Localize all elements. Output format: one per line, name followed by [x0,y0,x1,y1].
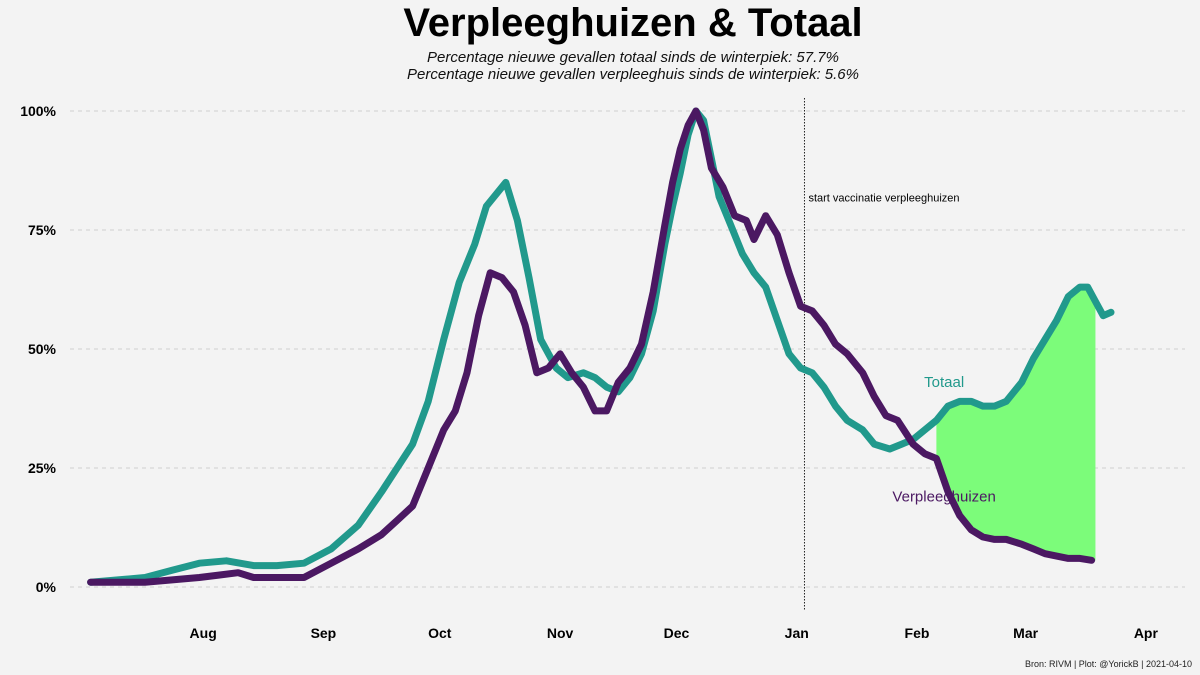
y-tick-label: 0% [36,579,57,595]
chart-subtitle-1: Percentage nieuwe gevallen totaal sinds … [427,49,839,66]
x-axis-ticks: Aug Sep Oct Nov Dec Jan Feb Mar Apr [190,625,1159,641]
chart-subtitle-2: Percentage nieuwe gevallen verpleeghuis … [407,66,859,83]
x-tick-label: Sep [311,625,337,641]
series-label-totaal: Totaal [924,374,964,391]
x-tick-label: Feb [905,625,930,641]
x-tick-label: Dec [664,625,690,641]
series-lines [87,107,1115,586]
y-tick-label: 25% [28,460,57,476]
x-tick-label: Oct [428,625,452,641]
series-label-verpleeghuizen: Verpleeghuizen [892,488,995,505]
chart-caption: Bron: RIVM | Plot: @YorickB | 2021-04-10 [1025,659,1192,669]
vaccination-start-label: start vaccinatie verpleeghuizen [808,192,959,204]
chart-title: Verpleeghuizen & Totaal [403,1,862,45]
x-tick-label: Mar [1013,625,1038,641]
y-tick-label: 75% [28,222,57,238]
y-axis-ticks: 0% 25% 50% 75% 100% [20,103,56,595]
x-tick-label: Aug [190,625,217,641]
y-tick-label: 50% [28,341,57,357]
x-tick-label: Jan [785,625,809,641]
x-tick-label: Apr [1134,625,1159,641]
gap-fill-area [936,287,1096,561]
x-tick-label: Nov [547,625,574,641]
y-tick-label: 100% [20,103,56,119]
series-line-verpleeghuizen [87,107,1096,586]
series-labels: Totaal Verpleeghuizen [892,374,995,505]
